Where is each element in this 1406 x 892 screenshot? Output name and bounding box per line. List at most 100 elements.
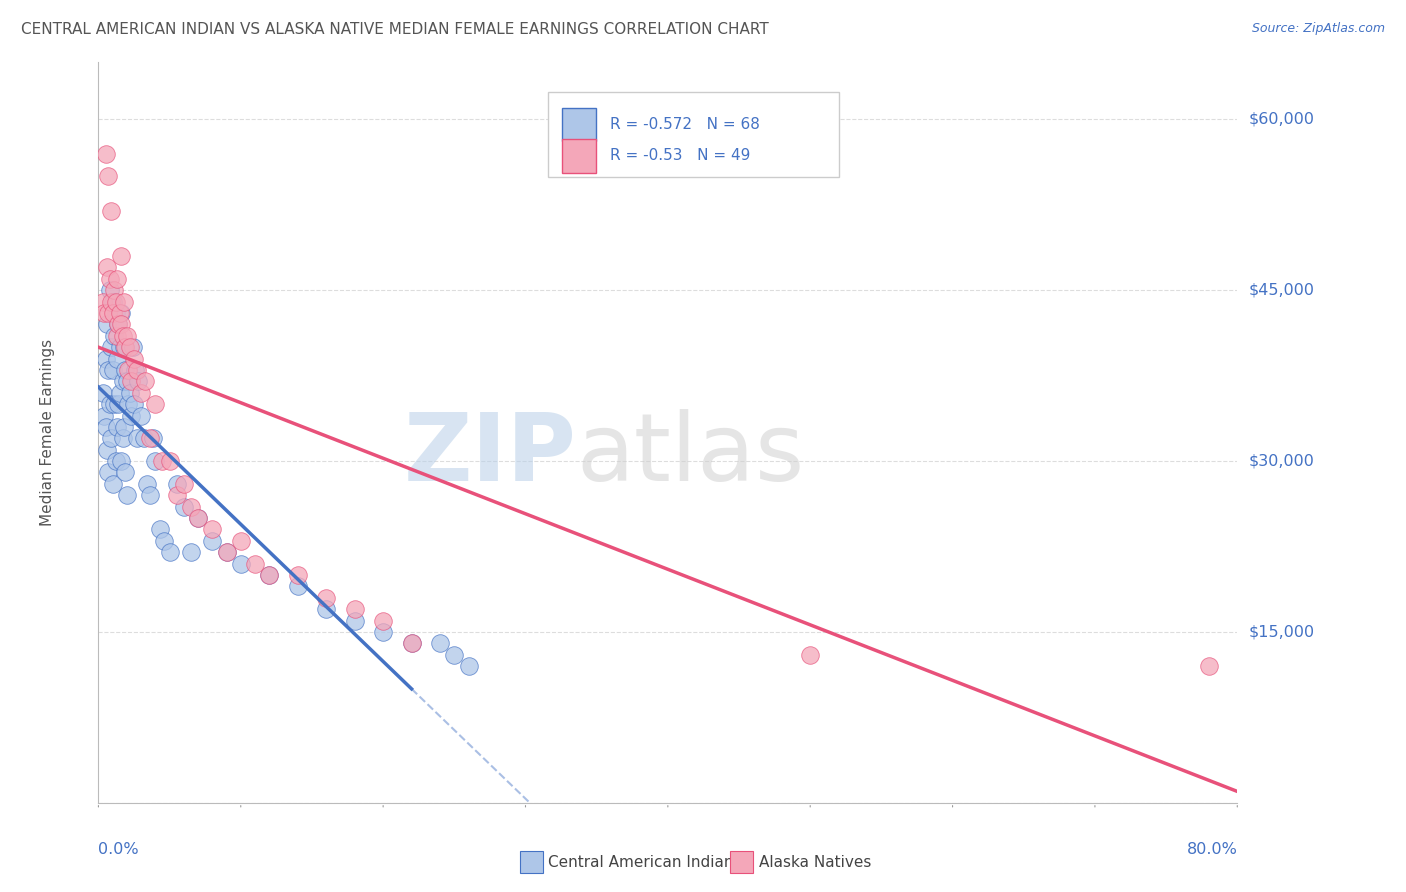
FancyBboxPatch shape bbox=[520, 851, 543, 873]
Point bbox=[134, 375, 156, 389]
Point bbox=[173, 476, 195, 491]
Point bbox=[101, 306, 124, 320]
Point bbox=[429, 636, 451, 650]
Point bbox=[443, 648, 465, 662]
FancyBboxPatch shape bbox=[548, 92, 839, 178]
Point bbox=[187, 511, 209, 525]
Point bbox=[401, 636, 423, 650]
Point bbox=[93, 409, 115, 423]
Point bbox=[343, 602, 366, 616]
Point bbox=[373, 624, 395, 639]
Text: $30,000: $30,000 bbox=[1249, 454, 1315, 468]
Point bbox=[215, 545, 238, 559]
Point bbox=[243, 557, 266, 571]
Point bbox=[105, 328, 128, 343]
Text: R = -0.53   N = 49: R = -0.53 N = 49 bbox=[610, 148, 751, 163]
Text: $60,000: $60,000 bbox=[1249, 112, 1315, 127]
Point bbox=[103, 328, 125, 343]
Point bbox=[287, 568, 309, 582]
Point bbox=[96, 318, 118, 332]
Point bbox=[132, 431, 155, 445]
Point bbox=[229, 557, 252, 571]
Point bbox=[97, 306, 120, 320]
Point bbox=[111, 375, 134, 389]
Point bbox=[111, 431, 134, 445]
Point bbox=[91, 294, 114, 309]
Point bbox=[173, 500, 195, 514]
Point bbox=[124, 363, 146, 377]
Point bbox=[97, 363, 120, 377]
Point bbox=[112, 340, 135, 354]
Point bbox=[122, 397, 145, 411]
Point bbox=[103, 397, 125, 411]
Point bbox=[105, 420, 128, 434]
Point bbox=[118, 340, 141, 354]
Point bbox=[166, 476, 188, 491]
Point bbox=[101, 294, 124, 309]
Point bbox=[145, 397, 167, 411]
Point bbox=[122, 351, 145, 366]
Point bbox=[153, 533, 176, 548]
Text: $15,000: $15,000 bbox=[1249, 624, 1315, 640]
Point bbox=[103, 283, 125, 297]
Point bbox=[125, 363, 148, 377]
Point bbox=[120, 375, 142, 389]
Point bbox=[94, 351, 117, 366]
Point bbox=[98, 283, 121, 297]
Point bbox=[97, 169, 120, 184]
Point bbox=[96, 442, 118, 457]
Point bbox=[108, 340, 131, 354]
Point bbox=[114, 466, 136, 480]
Point bbox=[117, 397, 139, 411]
Point bbox=[121, 340, 143, 354]
Point bbox=[149, 523, 172, 537]
Point bbox=[93, 306, 115, 320]
Text: 0.0%: 0.0% bbox=[98, 842, 139, 856]
Point bbox=[105, 272, 128, 286]
Point bbox=[110, 318, 132, 332]
Text: Alaska Natives: Alaska Natives bbox=[759, 855, 872, 870]
Point bbox=[104, 454, 127, 468]
Point bbox=[97, 466, 120, 480]
Point bbox=[141, 431, 163, 445]
Point bbox=[457, 659, 479, 673]
Point bbox=[1198, 659, 1220, 673]
Point bbox=[120, 409, 142, 423]
Point bbox=[373, 614, 395, 628]
Point bbox=[115, 375, 138, 389]
Point bbox=[166, 488, 188, 502]
Point bbox=[108, 385, 131, 400]
Point bbox=[91, 385, 114, 400]
Point bbox=[259, 568, 281, 582]
Point bbox=[112, 294, 135, 309]
Point bbox=[108, 306, 131, 320]
Point bbox=[117, 363, 139, 377]
Point bbox=[110, 249, 132, 263]
Text: CENTRAL AMERICAN INDIAN VS ALASKA NATIVE MEDIAN FEMALE EARNINGS CORRELATION CHAR: CENTRAL AMERICAN INDIAN VS ALASKA NATIVE… bbox=[21, 22, 769, 37]
Point bbox=[315, 602, 337, 616]
Point bbox=[343, 614, 366, 628]
Point bbox=[799, 648, 821, 662]
Point bbox=[401, 636, 423, 650]
Point bbox=[152, 454, 174, 468]
Point bbox=[101, 476, 124, 491]
Point bbox=[187, 511, 209, 525]
Point bbox=[105, 351, 128, 366]
Point bbox=[180, 545, 202, 559]
Text: Source: ZipAtlas.com: Source: ZipAtlas.com bbox=[1251, 22, 1385, 36]
Point bbox=[94, 420, 117, 434]
Point bbox=[287, 579, 309, 593]
Point bbox=[104, 306, 127, 320]
Point bbox=[215, 545, 238, 559]
Point bbox=[159, 545, 181, 559]
Point bbox=[100, 340, 122, 354]
Point bbox=[129, 409, 152, 423]
Point bbox=[118, 385, 141, 400]
Point bbox=[94, 146, 117, 161]
Point bbox=[125, 431, 148, 445]
Text: ZIP: ZIP bbox=[404, 409, 576, 500]
Point bbox=[315, 591, 337, 605]
Point bbox=[110, 454, 132, 468]
Point bbox=[129, 385, 152, 400]
Text: R = -0.572   N = 68: R = -0.572 N = 68 bbox=[610, 117, 759, 132]
